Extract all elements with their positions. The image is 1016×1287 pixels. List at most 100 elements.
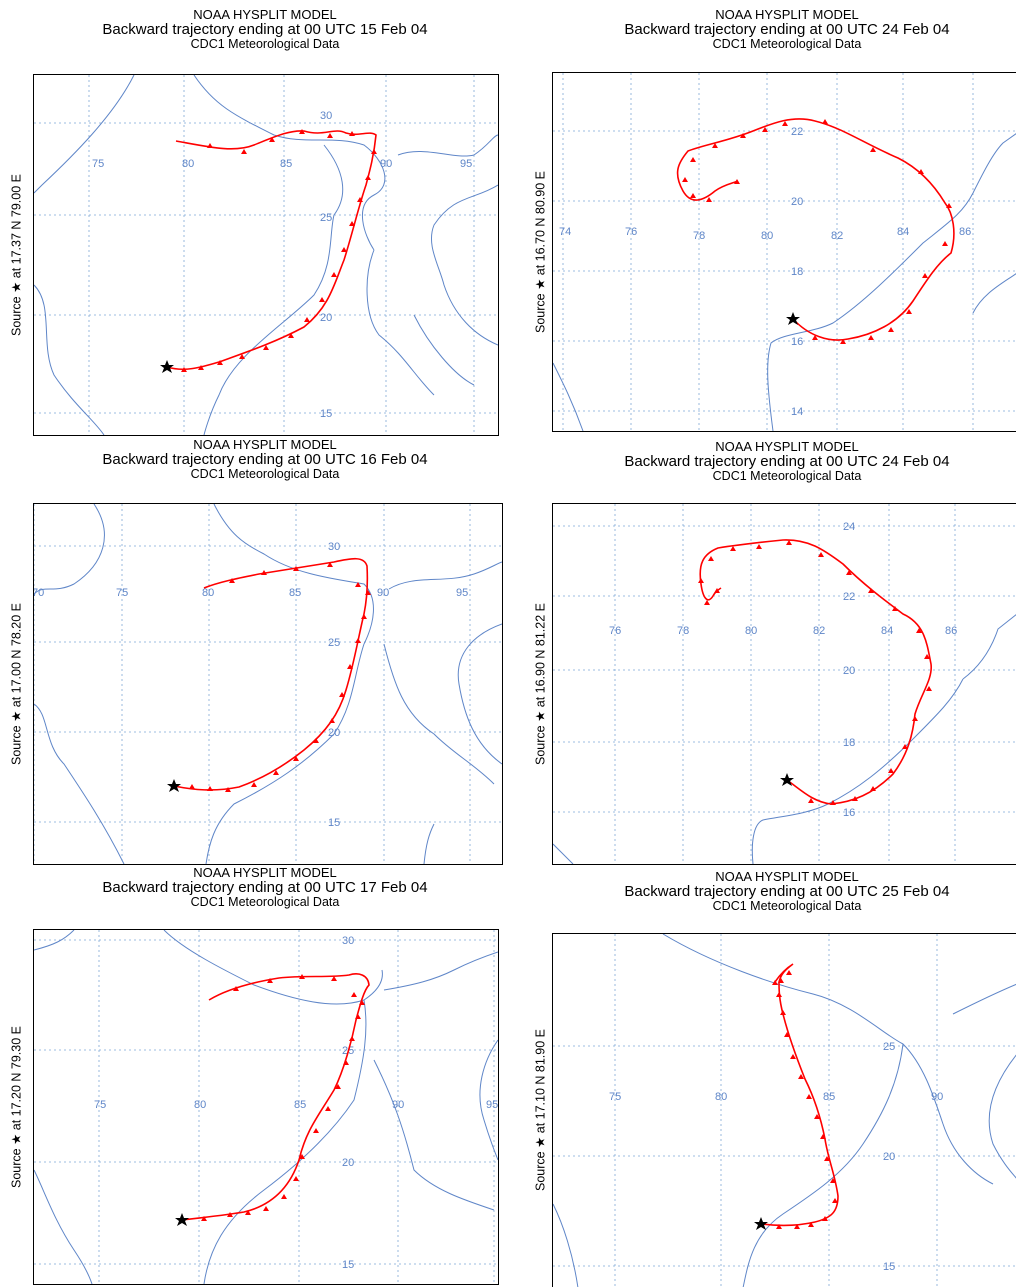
- map-frame: 74 76 78 80 82 84 86 22 20 18 16 14: [552, 72, 1016, 432]
- source-label-container: Source ★ at 17.20 N 79.30 E: [6, 929, 26, 1285]
- met-data-title: CDC1 Meteorological Data: [190, 895, 340, 909]
- source-label: Source ★ at 17.37 N 79.00 E: [9, 174, 24, 336]
- grid-labels: 75 80 85 90 25 20 15: [609, 1041, 943, 1273]
- lon-label: 84: [881, 625, 893, 637]
- gridlines: [34, 504, 502, 864]
- source-label-container: Source ★ at 17.00 N 78.20 E: [6, 503, 26, 865]
- lon-label: 80: [745, 625, 757, 637]
- star-icon: [780, 773, 794, 786]
- lon-label: 75: [92, 158, 104, 170]
- lon-label: 78: [677, 625, 689, 637]
- source-label: Source ★ at 16.90 N 81.22 E: [533, 603, 548, 765]
- lat-label: 14: [791, 406, 803, 418]
- trajectory-line: [166, 130, 377, 370]
- met-data-title: CDC1 Meteorological Data: [712, 899, 862, 913]
- trajectory-title: Backward trajectory ending at 00 UTC 24 …: [624, 453, 950, 470]
- lat-label: 30: [328, 541, 340, 553]
- lat-label: 16: [791, 336, 803, 348]
- trajectory-points: [189, 562, 371, 792]
- map-frame: 75 80 85 90 95 30 25 20 15: [33, 929, 499, 1285]
- grid-labels: 76 78 80 82 84 86 24 22 20 18 16: [609, 521, 957, 819]
- lon-label: 70: [34, 587, 44, 599]
- model-title: NOAA HYSPLIT MODEL: [715, 869, 859, 884]
- lat-label: 20: [342, 1157, 354, 1169]
- lat-label: 30: [342, 935, 354, 947]
- lon-label: 74: [559, 226, 571, 238]
- lon-label: 75: [116, 587, 128, 599]
- lon-label: 86: [959, 226, 971, 238]
- lon-label: 90: [380, 158, 392, 170]
- lon-label: 75: [94, 1099, 106, 1111]
- lon-label: 78: [693, 230, 705, 242]
- source-label-container: Source ★ at 16.70 N 80.90 E: [530, 72, 550, 432]
- lat-label: 25: [328, 637, 340, 649]
- lon-label: 80: [761, 230, 773, 242]
- met-data-title: CDC1 Meteorological Data: [712, 469, 862, 483]
- lat-label: 30: [320, 110, 332, 122]
- map-svg: 70 75 80 85 90 95 30 25 20 15: [34, 504, 502, 864]
- lon-label: 75: [609, 1091, 621, 1103]
- map-frame: 75 80 85 90 95 30 25 20 15: [33, 74, 499, 436]
- lon-label: 90: [931, 1091, 943, 1103]
- source-label: Source ★ at 17.00 N 78.20 E: [9, 603, 24, 765]
- map-svg: 74 76 78 80 82 84 86 22 20 18 16 14: [553, 73, 1016, 431]
- model-title: NOAA HYSPLIT MODEL: [193, 865, 337, 880]
- star-icon: [754, 1217, 768, 1230]
- trajectory-line: [760, 963, 839, 1227]
- lon-label: 80: [715, 1091, 727, 1103]
- grid-labels: 75 80 85 90 95 30 25 20 15: [92, 110, 472, 420]
- coastlines: [553, 614, 1016, 864]
- grid-labels: 74 76 78 80 82 84 86 22 20 18 16 14: [559, 126, 971, 418]
- lat-label: 22: [791, 126, 803, 138]
- source-label-container: Source ★ at 17.37 N 79.00 E: [6, 74, 26, 436]
- map-svg: 75 80 85 90 95 30 25 20 15: [34, 75, 498, 435]
- map-svg: 75 80 85 90 95 30 25 20 15: [34, 930, 498, 1284]
- source-label-container: Source ★ at 16.90 N 81.22 E: [530, 503, 550, 865]
- lon-label: 80: [182, 158, 194, 170]
- gridlines: [553, 73, 1016, 431]
- panel-header: NOAA HYSPLIT MODEL Backward trajectory e…: [30, 8, 500, 51]
- model-title: NOAA HYSPLIT MODEL: [715, 439, 859, 454]
- source-label: Source ★ at 17.20 N 79.30 E: [9, 1026, 24, 1188]
- trajectory-points: [772, 970, 838, 1229]
- coastlines: [553, 934, 1016, 1287]
- lat-label: 20: [320, 312, 332, 324]
- lat-label: 24: [843, 521, 855, 533]
- gridlines: [34, 75, 498, 435]
- lon-label: 85: [294, 1099, 306, 1111]
- lat-label: 15: [883, 1261, 895, 1273]
- lat-label: 20: [883, 1151, 895, 1163]
- lon-label: 85: [280, 158, 292, 170]
- lon-label: 90: [392, 1099, 404, 1111]
- trajectory-line: [181, 973, 370, 1221]
- panel-header: NOAA HYSPLIT MODEL Backward trajectory e…: [552, 8, 1016, 51]
- coastlines: [553, 133, 1016, 431]
- grid-labels: 75 80 85 90 95 30 25 20 15: [94, 935, 498, 1271]
- lon-label: 82: [813, 625, 825, 637]
- source-label-container: Source ★ at 17.10 N 81.90 E: [530, 933, 550, 1287]
- source-label: Source ★ at 16.70 N 80.90 E: [533, 171, 548, 333]
- trajectory-points: [682, 119, 952, 344]
- gridlines: [34, 930, 498, 1284]
- trajectory-title: Backward trajectory ending at 00 UTC 25 …: [624, 883, 950, 900]
- coastlines: [34, 930, 498, 1284]
- trajectory-points: [698, 540, 932, 805]
- star-icon: [167, 779, 181, 792]
- star-icon: [175, 1213, 189, 1226]
- map-frame: 70 75 80 85 90 95 30 25 20 15: [33, 503, 503, 865]
- trajectory-title: Backward trajectory ending at 00 UTC 17 …: [102, 879, 428, 896]
- met-data-title: CDC1 Meteorological Data: [712, 37, 862, 51]
- trajectory-line: [676, 118, 955, 341]
- lat-label: 20: [843, 665, 855, 677]
- trajectory-title: Backward trajectory ending at 00 UTC 16 …: [102, 451, 428, 468]
- lat-label: 25: [320, 212, 332, 224]
- coastlines: [34, 75, 498, 435]
- lon-label: 95: [456, 587, 468, 599]
- lon-label: 76: [609, 625, 621, 637]
- trajectory-line: [699, 539, 932, 805]
- lat-label: 22: [843, 591, 855, 603]
- lon-label: 95: [486, 1099, 498, 1111]
- lon-label: 76: [625, 226, 637, 238]
- lat-label: 25: [883, 1041, 895, 1053]
- met-data-title: CDC1 Meteorological Data: [190, 37, 340, 51]
